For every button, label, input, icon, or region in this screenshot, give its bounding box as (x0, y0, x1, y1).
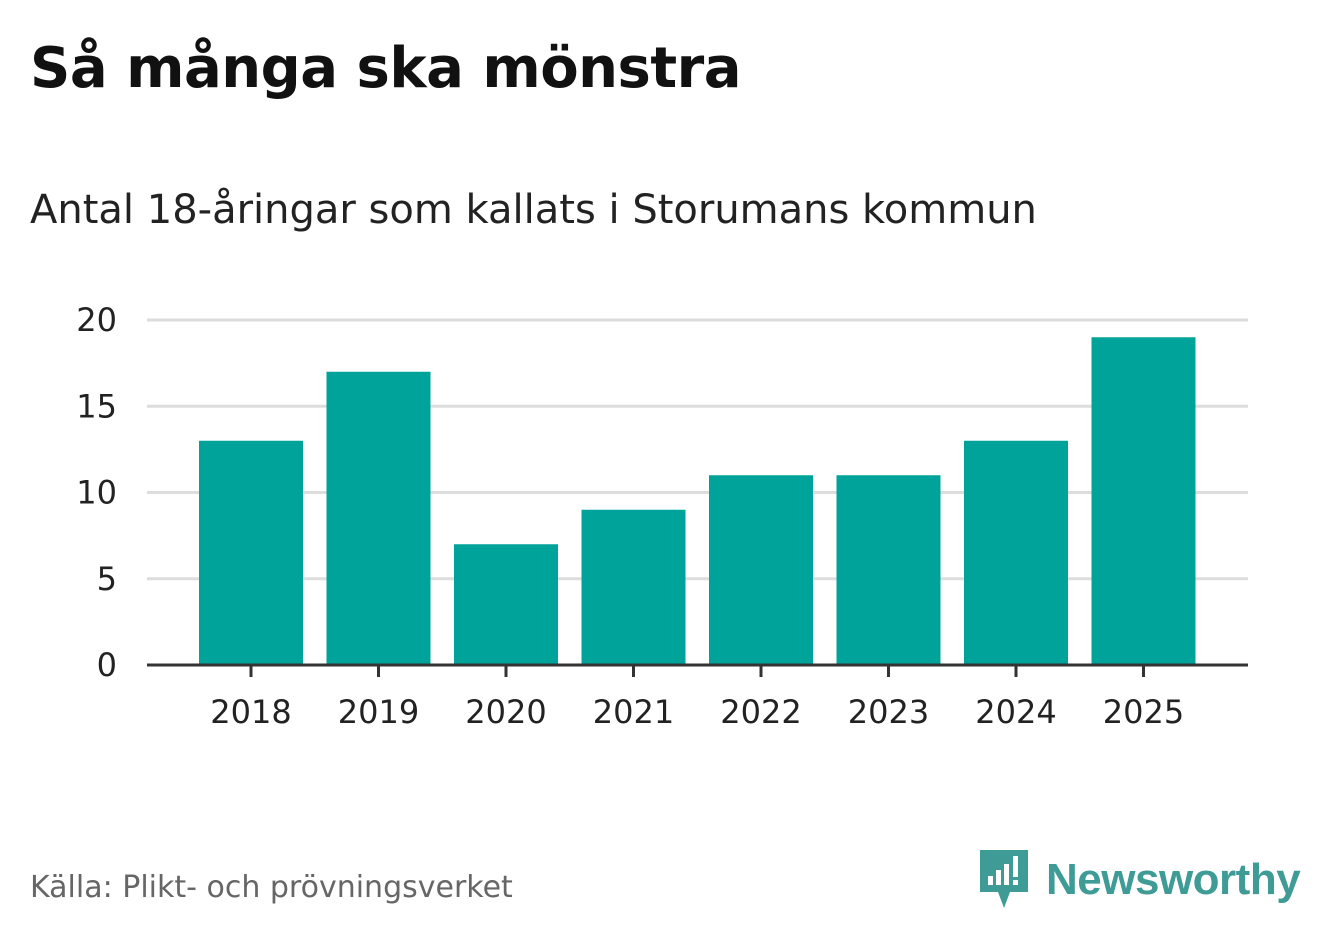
x-tick-label: 2023 (848, 693, 929, 731)
y-tick-label: 10 (76, 474, 117, 512)
x-axis-ticks: 2018 2019 2020 2021 2022 2023 2024 2025 (210, 665, 1184, 731)
brand-name: Newsworthy (1046, 855, 1301, 904)
chart-title: Så många ska mönstra (30, 36, 742, 101)
y-tick-label: 5 (97, 560, 117, 598)
bar-chart: 0 5 10 15 20 2018 2019 2020 2021 2022 2023 2024 202… (76, 301, 1248, 731)
newsworthy-logo-icon (980, 850, 1028, 908)
bar-2018 (199, 440, 303, 665)
x-tick-label: 2024 (975, 693, 1056, 731)
x-tick-label: 2018 (210, 693, 291, 731)
bars (199, 337, 1196, 665)
bar-2022 (709, 475, 813, 665)
x-tick-label: 2019 (338, 693, 419, 731)
bar-2024 (964, 440, 1068, 665)
bar-2019 (326, 371, 431, 665)
y-tick-label: 15 (76, 387, 117, 425)
newsworthy-logo: Newsworthy (980, 850, 1301, 910)
chart-subtitle: Antal 18-åringar som kallats i Storumans… (30, 187, 1037, 233)
bar-2025 (1091, 337, 1196, 665)
x-tick-label: 2025 (1103, 693, 1184, 731)
y-tick-label: 20 (76, 301, 117, 339)
y-tick-label: 0 (97, 646, 117, 684)
x-tick-label: 2022 (720, 693, 801, 731)
gridlines (147, 318, 1248, 581)
bar-2023 (836, 475, 941, 665)
x-tick-label: 2021 (593, 693, 674, 731)
x-tick-label: 2020 (465, 693, 546, 731)
source-note: Källa: Plikt- och prövningsverket (30, 870, 513, 905)
bar-2021 (581, 509, 686, 665)
bar-2020 (454, 544, 558, 665)
y-axis-ticks: 0 5 10 15 20 (76, 301, 117, 684)
